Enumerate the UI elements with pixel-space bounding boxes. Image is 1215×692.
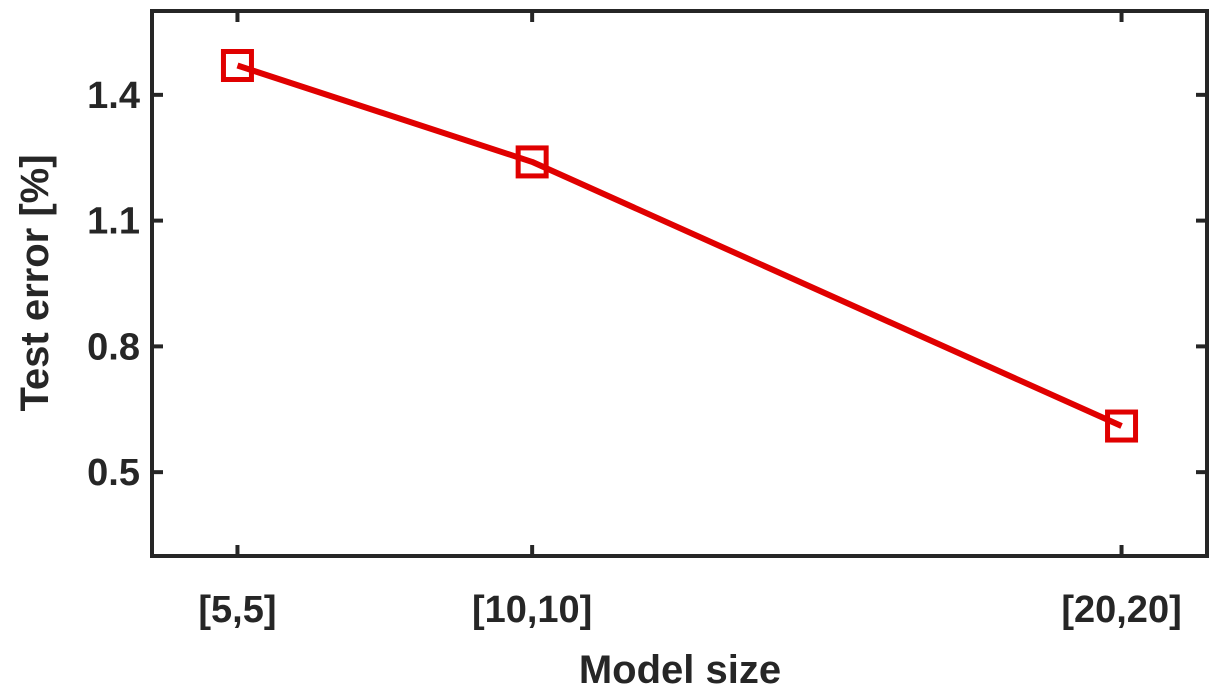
x-tick-label: [10,10] [472, 589, 592, 631]
x-tick-label: [20,20] [1061, 589, 1181, 631]
plot-frame [150, 9, 1209, 558]
x-axis-label: Model size [579, 648, 781, 692]
y-tick-label: 0.8 [87, 326, 140, 368]
y-tick-label: 1.4 [87, 75, 140, 117]
y-tick-label: 0.5 [87, 452, 140, 494]
x-tick-label: [5,5] [198, 589, 276, 631]
y-axis-label: Test error [%] [13, 154, 57, 411]
data-point-marker [515, 145, 549, 179]
data-point-marker [1105, 409, 1139, 443]
series-line [236, 62, 1123, 429]
data-point-marker [220, 49, 254, 82]
y-tick-label: 1.1 [87, 201, 140, 243]
